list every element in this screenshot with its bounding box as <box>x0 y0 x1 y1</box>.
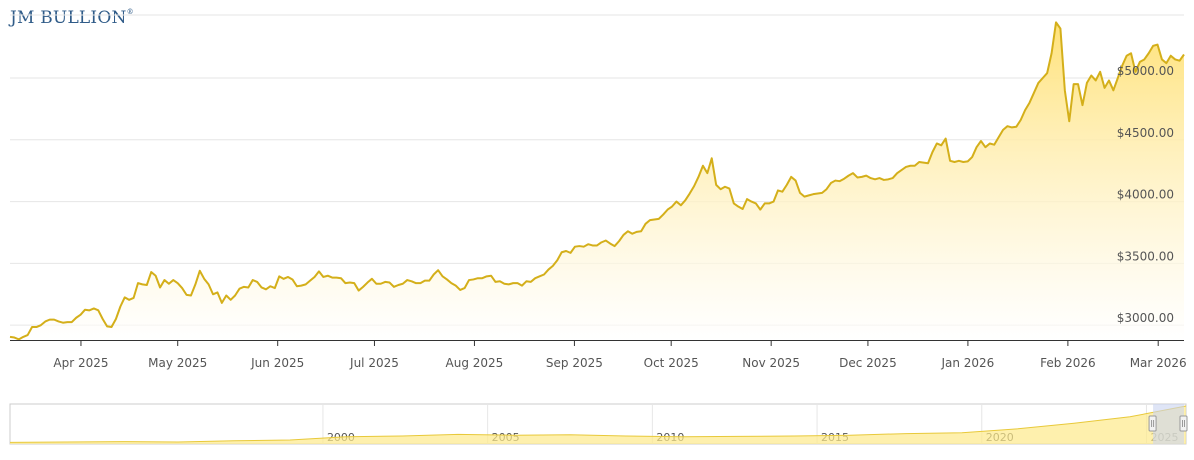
x-tick-label: Nov 2025 <box>742 356 800 370</box>
navigator[interactable]: 200020052010201520202025 <box>9 403 1188 445</box>
price-area-fill <box>10 22 1184 341</box>
x-tick-label: Apr 2025 <box>53 356 108 370</box>
navigator-line <box>9 405 1187 443</box>
x-tick-label: May 2025 <box>148 356 207 370</box>
x-tick-label: Jun 2025 <box>250 356 304 370</box>
navigator-left-handle[interactable] <box>1148 415 1157 432</box>
logo-text: JM BULLION <box>10 8 127 28</box>
x-tick-label: Oct 2025 <box>644 356 699 370</box>
x-axis: Apr 2025 May 2025 Jun 2025 Jul 2025 Aug 2025… <box>10 340 1187 370</box>
x-tick-label: Jul 2025 <box>349 356 399 370</box>
plot-area <box>9 21 1185 341</box>
y-tick-label: $5000.00 <box>1117 64 1174 78</box>
registered-mark: ® <box>126 8 134 16</box>
y-tick-label: $3500.00 <box>1117 249 1174 263</box>
jm-bullion-logo[interactable]: JM BULLION® <box>10 8 134 28</box>
navigator-right-handle[interactable] <box>1179 415 1188 432</box>
x-tick-label: Sep 2025 <box>546 356 603 370</box>
x-tick-label: Jan 2026 <box>940 356 994 370</box>
x-tick-label: Feb 2026 <box>1040 356 1096 370</box>
y-tick-label: $4000.00 <box>1117 188 1174 202</box>
y-tick-label: $4500.00 <box>1117 126 1174 140</box>
x-tick-label: Mar 2026 <box>1130 356 1187 370</box>
navigator-selection[interactable] <box>1153 404 1184 444</box>
x-tick-label: Aug 2025 <box>446 356 504 370</box>
price-series-line[interactable] <box>9 21 1185 341</box>
y-tick-label: $3000.00 <box>1117 311 1174 325</box>
y-axis-labels: $3000.00 $3500.00 $4000.00 $4500.00 $5000.00 <box>1117 64 1174 325</box>
x-tick-label: Dec 2025 <box>839 356 897 370</box>
